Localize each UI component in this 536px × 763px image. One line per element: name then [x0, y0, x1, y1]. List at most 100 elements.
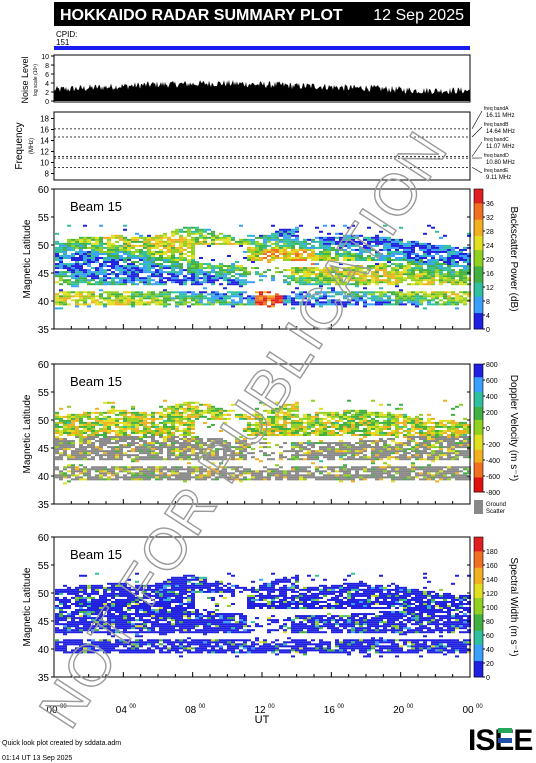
echo-cell	[175, 427, 179, 430]
echo-cell	[151, 271, 155, 274]
echo-cell	[75, 417, 79, 420]
echo-cell	[315, 236, 319, 239]
echo-cell	[131, 277, 135, 280]
echo-cell	[151, 444, 155, 447]
echo-cell	[107, 454, 111, 457]
echo-cell	[355, 421, 359, 424]
echo-cell	[419, 261, 423, 264]
echo-cell	[79, 295, 83, 298]
echo-cell	[195, 236, 199, 239]
echo-cell	[131, 240, 135, 243]
echo-cell	[243, 444, 247, 447]
echo-cell	[195, 271, 199, 274]
echo-cell	[335, 432, 339, 434]
echo-cell	[463, 261, 467, 264]
echo-cell	[159, 415, 163, 418]
echo-cell	[363, 283, 367, 286]
echo-cell	[391, 440, 395, 443]
echo-cell	[119, 448, 123, 451]
echo-cell	[343, 409, 347, 412]
echo-cell	[243, 271, 247, 274]
echo-cell	[335, 434, 339, 437]
echo-cell	[351, 423, 355, 426]
echo-cell	[447, 458, 451, 461]
echo-cell	[415, 269, 419, 272]
echo-cell	[291, 238, 295, 241]
echo-cell	[79, 265, 83, 268]
echo-cell	[123, 423, 127, 426]
echo-cell	[151, 417, 155, 420]
echo-cell	[159, 267, 163, 270]
echo-cell	[187, 277, 191, 280]
echo-cell	[99, 442, 103, 445]
echo-cell	[139, 476, 143, 479]
echo-cell	[147, 297, 151, 300]
echo-cell	[363, 432, 367, 434]
echo-cell	[211, 423, 215, 426]
echo-cell	[447, 440, 451, 443]
echo-cell	[427, 265, 431, 268]
echo-cell	[315, 301, 319, 304]
echo-cell	[403, 277, 407, 280]
echo-cell	[127, 295, 131, 298]
echo-cell	[63, 474, 67, 477]
echo-cell	[235, 474, 239, 477]
echo-cell	[155, 478, 159, 481]
echo-cell	[263, 434, 267, 437]
echo-cell	[63, 482, 67, 485]
echo-cell	[75, 413, 79, 416]
echo-cell	[187, 305, 191, 308]
echo-cell	[151, 466, 155, 469]
lat-ytick-label: 50	[38, 241, 50, 252]
echo-cell	[283, 259, 287, 262]
echo-cell	[163, 474, 167, 477]
echo-cell	[271, 429, 275, 432]
echo-cell	[267, 478, 271, 481]
echo-cell	[351, 446, 355, 449]
echo-cell	[355, 248, 359, 251]
echo-cell	[411, 275, 415, 278]
echo-cell	[183, 468, 187, 471]
echo-cell	[203, 409, 207, 412]
echo-cell	[219, 267, 223, 270]
echo-cell	[447, 438, 451, 441]
echo-cell	[339, 450, 343, 453]
echo-cell	[143, 252, 147, 255]
echo-cell	[335, 444, 339, 447]
echo-cell	[239, 238, 243, 241]
echo-cell	[359, 421, 363, 424]
echo-cell	[327, 472, 331, 475]
echo-cell	[239, 450, 243, 453]
echo-cell	[447, 425, 451, 428]
echo-cell	[159, 436, 163, 439]
echo-cell	[283, 242, 287, 245]
echo-cell	[163, 293, 167, 296]
echo-cell	[319, 427, 323, 430]
echo-cell	[343, 429, 347, 432]
echo-cell	[83, 415, 87, 418]
echo-cell	[315, 456, 319, 459]
echo-cell	[443, 458, 447, 461]
echo-cell	[87, 275, 91, 278]
echo-cell	[199, 468, 203, 471]
echo-cell	[343, 423, 347, 426]
echo-cell	[75, 252, 79, 255]
echo-cell	[227, 277, 231, 280]
echo-cell	[367, 458, 371, 461]
echo-cell	[123, 246, 127, 249]
echo-cell	[403, 470, 407, 473]
echo-cell	[351, 259, 355, 262]
echo-cell	[447, 472, 451, 475]
echo-cell	[447, 456, 451, 459]
echo-cell	[55, 295, 59, 298]
echo-cell	[159, 277, 163, 280]
echo-cell	[427, 277, 431, 280]
echo-cell	[63, 438, 67, 441]
echo-cell	[167, 427, 171, 430]
echo-cell	[431, 421, 435, 424]
echo-cell	[355, 415, 359, 418]
echo-cell	[111, 470, 115, 473]
echo-cell	[207, 299, 211, 302]
echo-cell	[191, 267, 195, 270]
echo-cell	[115, 275, 119, 278]
